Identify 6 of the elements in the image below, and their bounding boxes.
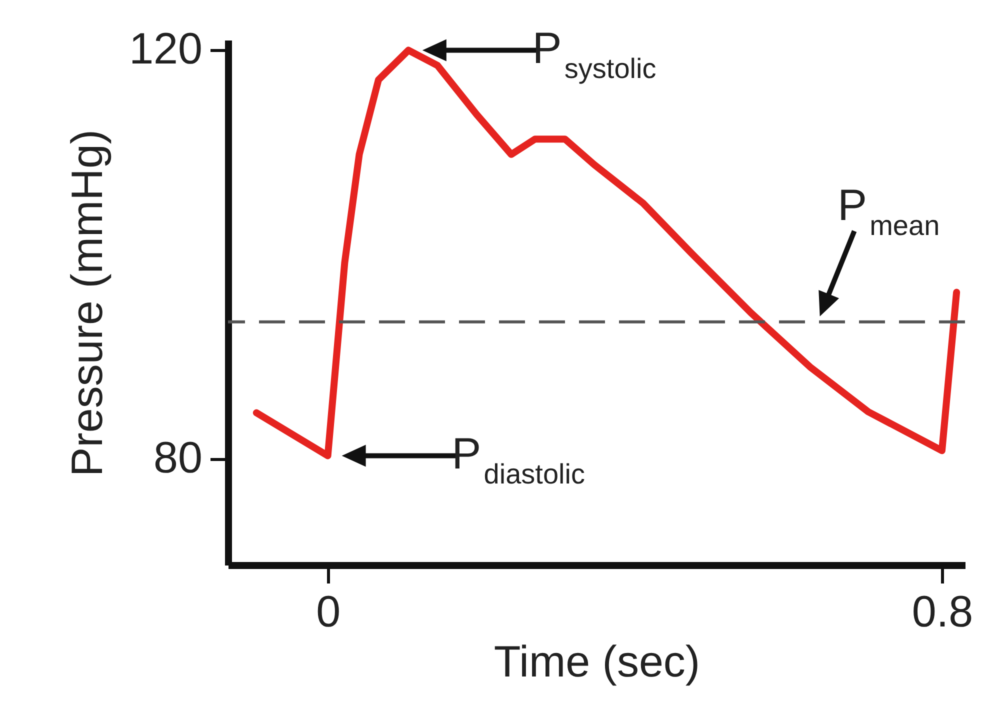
y-tick-label: 80 (154, 433, 202, 482)
y-axis-title: Pressure (mmHg) (63, 129, 112, 477)
x-tick-label: 0 (316, 588, 341, 636)
y-tick-label: 120 (129, 24, 202, 74)
x-axis-title: Time (sec) (494, 638, 700, 686)
x-tick-label: 0.8 (912, 588, 974, 636)
